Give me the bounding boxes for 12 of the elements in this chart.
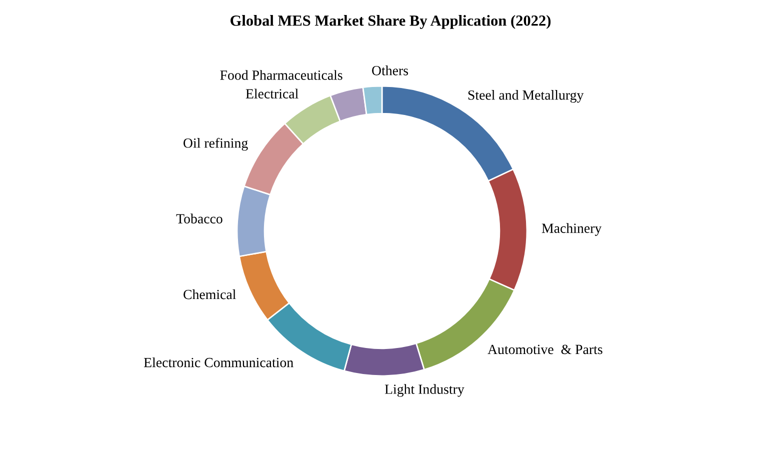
slice-label: Chemical [184,289,236,300]
slice-label: Oil refining [184,138,248,151]
slice-label: Automotive & Parts [488,344,602,354]
slice-label: Electronic Communication [144,357,294,368]
slice-label: Tobacco [176,214,222,224]
slice-label: Light Industry [384,384,464,397]
slice-label: Others [372,66,408,76]
slice-label: Machinery [542,223,602,236]
chart-title: Global MES Market Share By Application (2022) [230,15,551,29]
slice-label: Steel and Metallurgy [468,90,584,103]
slice-label: Food Pharmaceuticals [220,70,342,80]
slice-label: Electrical [246,88,298,98]
